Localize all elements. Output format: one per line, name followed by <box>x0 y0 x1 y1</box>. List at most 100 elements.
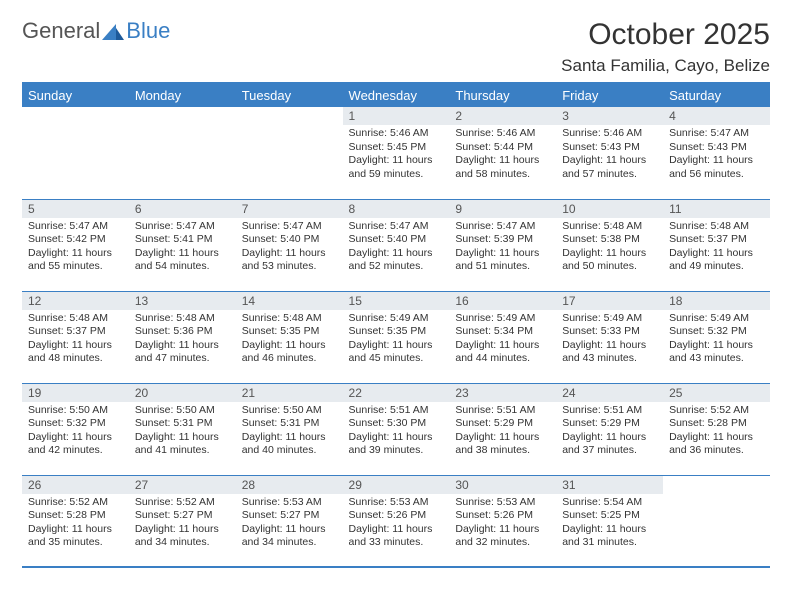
calendar-day-cell <box>22 107 129 199</box>
calendar-day-cell: 9Sunrise: 5:47 AMSunset: 5:39 PMDaylight… <box>449 199 556 291</box>
sunset-line: Sunset: 5:34 PM <box>455 325 550 339</box>
day-detail: Sunrise: 5:53 AMSunset: 5:27 PMDaylight:… <box>236 494 343 555</box>
sunrise-line: Sunrise: 5:48 AM <box>242 312 337 326</box>
calendar-day-cell <box>129 107 236 199</box>
sunrise-line: Sunrise: 5:54 AM <box>562 496 657 510</box>
day-detail: Sunrise: 5:46 AMSunset: 5:43 PMDaylight:… <box>556 125 663 186</box>
daylight-line: Daylight: 11 hours and 35 minutes. <box>28 523 123 550</box>
calendar-week-row: 1Sunrise: 5:46 AMSunset: 5:45 PMDaylight… <box>22 107 770 199</box>
weekday-header: Saturday <box>663 83 770 107</box>
sunrise-line: Sunrise: 5:47 AM <box>242 220 337 234</box>
sunrise-line: Sunrise: 5:53 AM <box>349 496 444 510</box>
sunset-line: Sunset: 5:32 PM <box>669 325 764 339</box>
calendar-day-cell: 19Sunrise: 5:50 AMSunset: 5:32 PMDayligh… <box>22 383 129 475</box>
day-number: 14 <box>236 292 343 310</box>
calendar-day-cell: 2Sunrise: 5:46 AMSunset: 5:44 PMDaylight… <box>449 107 556 199</box>
sunrise-line: Sunrise: 5:47 AM <box>669 127 764 141</box>
sunset-line: Sunset: 5:27 PM <box>135 509 230 523</box>
sunset-line: Sunset: 5:28 PM <box>669 417 764 431</box>
day-number: 11 <box>663 200 770 218</box>
calendar-week-row: 26Sunrise: 5:52 AMSunset: 5:28 PMDayligh… <box>22 475 770 567</box>
sunset-line: Sunset: 5:32 PM <box>28 417 123 431</box>
sunset-line: Sunset: 5:31 PM <box>242 417 337 431</box>
daylight-line: Daylight: 11 hours and 45 minutes. <box>349 339 444 366</box>
day-number: 19 <box>22 384 129 402</box>
day-detail: Sunrise: 5:52 AMSunset: 5:28 PMDaylight:… <box>22 494 129 555</box>
daylight-line: Daylight: 11 hours and 56 minutes. <box>669 154 764 181</box>
sunset-line: Sunset: 5:42 PM <box>28 233 123 247</box>
day-detail: Sunrise: 5:51 AMSunset: 5:30 PMDaylight:… <box>343 402 450 463</box>
day-number: 4 <box>663 107 770 125</box>
calendar-day-cell: 21Sunrise: 5:50 AMSunset: 5:31 PMDayligh… <box>236 383 343 475</box>
daylight-line: Daylight: 11 hours and 47 minutes. <box>135 339 230 366</box>
calendar-day-cell: 24Sunrise: 5:51 AMSunset: 5:29 PMDayligh… <box>556 383 663 475</box>
daylight-line: Daylight: 11 hours and 33 minutes. <box>349 523 444 550</box>
calendar-day-cell: 10 Sunrise: 5:48 AMSunset: 5:38 PMDayligh… <box>556 199 663 291</box>
weekday-header: Friday <box>556 83 663 107</box>
daylight-line: Daylight: 11 hours and 42 minutes. <box>28 431 123 458</box>
daylight-line: Daylight: 11 hours and 40 minutes. <box>242 431 337 458</box>
daylight-line: Daylight: 11 hours and 34 minutes. <box>135 523 230 550</box>
daylight-line: Daylight: 11 hours and 37 minutes. <box>562 431 657 458</box>
calendar-day-cell: 11Sunrise: 5:48 AMSunset: 5:37 PMDayligh… <box>663 199 770 291</box>
day-detail: Sunrise: 5:47 AMSunset: 5:42 PMDaylight:… <box>22 218 129 279</box>
sunrise-line: Sunrise: 5:51 AM <box>562 404 657 418</box>
sunset-line: Sunset: 5:35 PM <box>349 325 444 339</box>
sunrise-line: Sunrise: 5:48 AM <box>669 220 764 234</box>
daylight-line: Daylight: 11 hours and 51 minutes. <box>455 247 550 274</box>
day-detail: Sunrise: 5:48 AMSunset: 5:37 PMDaylight:… <box>22 310 129 371</box>
day-number: 8 <box>343 200 450 218</box>
sunset-line: Sunset: 5:26 PM <box>455 509 550 523</box>
daylight-line: Daylight: 11 hours and 43 minutes. <box>562 339 657 366</box>
day-number: 24 <box>556 384 663 402</box>
day-number: 10 <box>556 200 663 218</box>
calendar-day-cell: 5Sunrise: 5:47 AMSunset: 5:42 PMDaylight… <box>22 199 129 291</box>
day-number: 12 <box>22 292 129 310</box>
sunrise-line: Sunrise: 5:48 AM <box>135 312 230 326</box>
day-number: 31 <box>556 476 663 494</box>
sunrise-line: Sunrise: 5:53 AM <box>242 496 337 510</box>
sunset-line: Sunset: 5:37 PM <box>28 325 123 339</box>
brand-logo: General Blue <box>22 18 170 44</box>
day-number: 27 <box>129 476 236 494</box>
sunrise-calendar: Sunday Monday Tuesday Wednesday Thursday… <box>22 82 770 568</box>
sunset-line: Sunset: 5:43 PM <box>669 141 764 155</box>
sunset-line: Sunset: 5:40 PM <box>349 233 444 247</box>
day-detail: Sunrise: 5:46 AMSunset: 5:45 PMDaylight:… <box>343 125 450 186</box>
day-detail: Sunrise: 5:47 AMSunset: 5:39 PMDaylight:… <box>449 218 556 279</box>
day-number: 30 <box>449 476 556 494</box>
sunrise-line: Sunrise: 5:46 AM <box>349 127 444 141</box>
daylight-line: Daylight: 11 hours and 52 minutes. <box>349 247 444 274</box>
calendar-day-cell: 23Sunrise: 5:51 AMSunset: 5:29 PMDayligh… <box>449 383 556 475</box>
sunset-line: Sunset: 5:41 PM <box>135 233 230 247</box>
day-detail: Sunrise: 5:51 AMSunset: 5:29 PMDaylight:… <box>556 402 663 463</box>
sunrise-line: Sunrise: 5:46 AM <box>562 127 657 141</box>
calendar-day-cell: 26Sunrise: 5:52 AMSunset: 5:28 PMDayligh… <box>22 475 129 567</box>
day-detail: Sunrise: 5:46 AMSunset: 5:44 PMDaylight:… <box>449 125 556 186</box>
day-detail: Sunrise: 5:53 AMSunset: 5:26 PMDaylight:… <box>449 494 556 555</box>
day-detail: Sunrise: 5:50 AMSunset: 5:31 PMDaylight:… <box>236 402 343 463</box>
day-number: 22 <box>343 384 450 402</box>
sunset-line: Sunset: 5:38 PM <box>562 233 657 247</box>
sunrise-line: Sunrise: 5:48 AM <box>562 220 657 234</box>
day-number: 17 <box>556 292 663 310</box>
day-number: 2 <box>449 107 556 125</box>
day-number: 15 <box>343 292 450 310</box>
sunrise-line: Sunrise: 5:47 AM <box>349 220 444 234</box>
calendar-day-cell: 12Sunrise: 5:48 AMSunset: 5:37 PMDayligh… <box>22 291 129 383</box>
daylight-line: Daylight: 11 hours and 50 minutes. <box>562 247 657 274</box>
day-number: 18 <box>663 292 770 310</box>
sunset-line: Sunset: 5:35 PM <box>242 325 337 339</box>
daylight-line: Daylight: 11 hours and 41 minutes. <box>135 431 230 458</box>
sunrise-line: Sunrise: 5:52 AM <box>135 496 230 510</box>
sunset-line: Sunset: 5:45 PM <box>349 141 444 155</box>
sunset-line: Sunset: 5:28 PM <box>28 509 123 523</box>
day-detail: Sunrise: 5:47 AMSunset: 5:43 PMDaylight:… <box>663 125 770 186</box>
day-detail: Sunrise: 5:50 AMSunset: 5:32 PMDaylight:… <box>22 402 129 463</box>
day-number: 7 <box>236 200 343 218</box>
sunset-line: Sunset: 5:29 PM <box>455 417 550 431</box>
calendar-day-cell: 14Sunrise: 5:48 AMSunset: 5:35 PMDayligh… <box>236 291 343 383</box>
daylight-line: Daylight: 11 hours and 54 minutes. <box>135 247 230 274</box>
page-header: General Blue October 2025 Santa Familia,… <box>22 18 770 76</box>
calendar-day-cell: 17Sunrise: 5:49 AMSunset: 5:33 PMDayligh… <box>556 291 663 383</box>
